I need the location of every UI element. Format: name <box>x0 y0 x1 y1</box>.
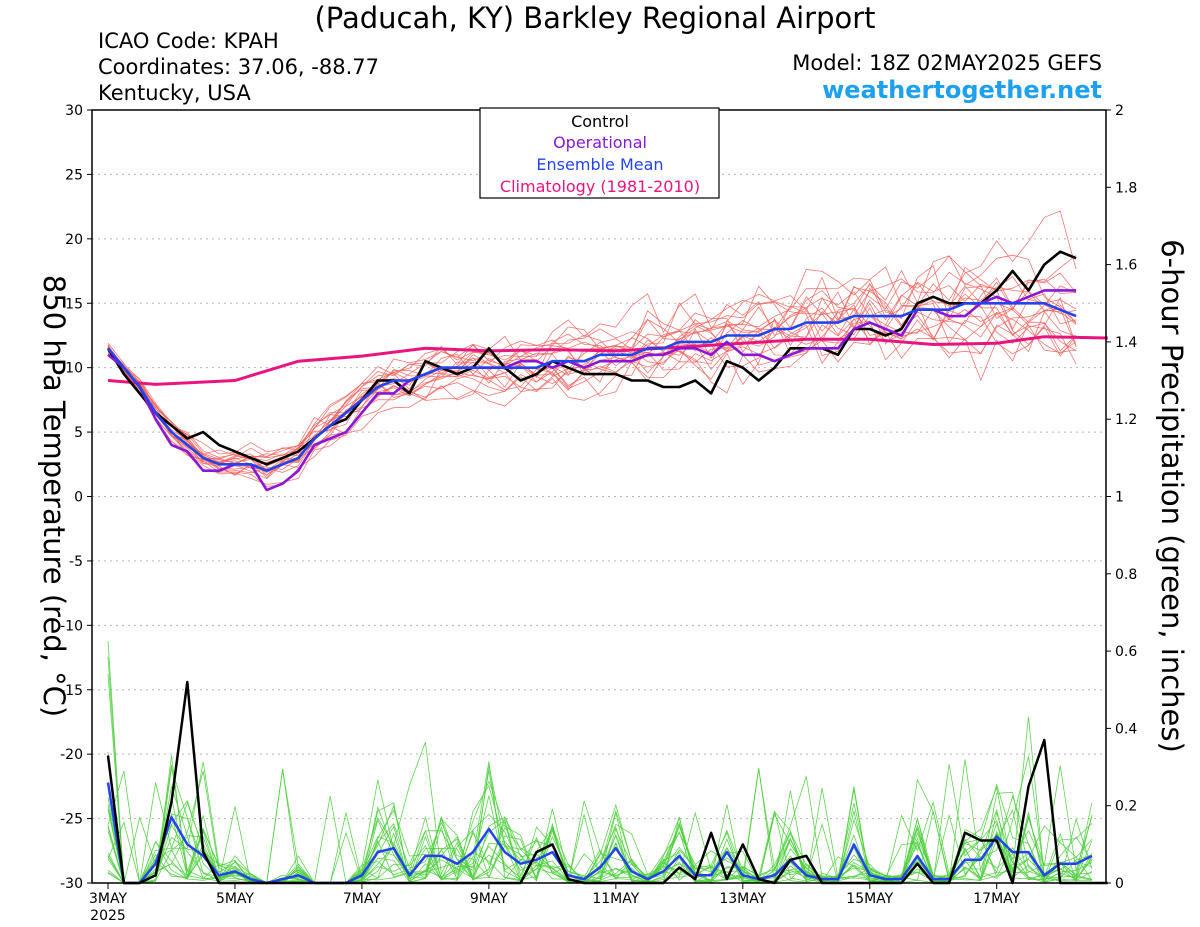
y2-tick-label: 1.6 <box>1115 258 1137 274</box>
x-tick-label: 15MAY <box>846 891 893 907</box>
y2-tick-label: 0.4 <box>1115 721 1137 737</box>
x-tick-label: 3MAY <box>89 891 127 907</box>
legend: Control Operational Ensemble Mean Climat… <box>479 107 720 199</box>
y2-tick-label: 0.6 <box>1115 644 1137 660</box>
y-tick-label: 0 <box>74 490 83 506</box>
legend-operational: Operational <box>553 133 647 152</box>
precip-member-line <box>107 790 1093 884</box>
icao-code: ICAO Code: KPAH <box>98 29 279 53</box>
y2-tick-label: 0.2 <box>1115 799 1137 815</box>
y-tick-label: 10 <box>65 361 83 377</box>
precip-member-line <box>107 756 1093 884</box>
y-tick-label: -30 <box>60 876 83 892</box>
legend-control: Control <box>571 112 629 131</box>
x-tick-label: 7MAY <box>343 891 381 907</box>
temp-member-line <box>107 299 1077 479</box>
climatology-line <box>107 335 1108 386</box>
operational-temp-line <box>107 289 1077 492</box>
y-tick-label: -15 <box>60 683 83 699</box>
y2-tick-label: 0.8 <box>1115 567 1137 583</box>
y2-tick-label: 1 <box>1115 490 1124 506</box>
y2-tick-label: 1.4 <box>1115 335 1137 351</box>
plot-frame <box>91 109 1107 884</box>
y-tick-label: -5 <box>69 554 83 570</box>
temp-member-line <box>107 265 1077 471</box>
y2-tick-label: 0 <box>1115 876 1124 892</box>
y-tick-label: 5 <box>74 425 83 441</box>
region-label: Kentucky, USA <box>98 81 251 105</box>
coordinates: Coordinates: 37.06, -88.77 <box>98 55 379 79</box>
legend-box <box>479 107 720 199</box>
precip-member-line <box>107 761 1093 884</box>
website-link[interactable]: weathertogether.net <box>822 76 1102 104</box>
precip-member-line <box>107 761 1093 884</box>
x-tick-label: 11MAY <box>592 891 639 907</box>
y-tick-label: -10 <box>60 618 83 634</box>
temp-member-line <box>107 291 1077 465</box>
y-tick-label: 30 <box>65 103 83 119</box>
precip-member-line <box>107 755 1093 884</box>
y2-tick-label: 1.2 <box>1115 412 1137 428</box>
model-run: Model: 18Z 02MAY2025 GEFS <box>792 51 1102 75</box>
mean-precip-line <box>106 782 1093 885</box>
temp-member-line <box>107 287 1077 455</box>
legend-mean: Ensemble Mean <box>536 155 663 174</box>
x-tick-label: 5MAY <box>216 891 254 907</box>
mean-temp-line <box>106 302 1077 472</box>
y2-tick-label: 1.8 <box>1115 180 1137 196</box>
y-tick-label: 25 <box>65 167 83 183</box>
gridlines <box>92 173 1106 820</box>
temp-member-line <box>107 254 1077 476</box>
axes: 302520151050-5-10-15-20-25-3021.81.61.41… <box>60 103 1137 924</box>
temp-member-line <box>107 286 1077 462</box>
x-tick-label: 13MAY <box>719 891 766 907</box>
y2-axis-label: 6-hour Precipitation (green, inches) <box>1155 239 1189 753</box>
precip-member-line <box>107 752 1092 885</box>
legend-climatology: Climatology (1981-2010) <box>500 177 700 196</box>
precip-member-line <box>107 656 1093 884</box>
y-tick-label: -20 <box>60 747 83 763</box>
x-tick-label: 17MAY <box>973 891 1020 907</box>
precip-ensemble-members <box>107 641 1093 885</box>
x-tick-label: 9MAY <box>470 891 508 907</box>
y2-tick-label: 2 <box>1115 103 1124 119</box>
y-tick-label: 15 <box>65 296 83 312</box>
chart-title: (Paducah, KY) Barkley Regional Airport <box>314 1 876 35</box>
precip-member-line <box>107 641 1093 884</box>
y-tick-label: 20 <box>65 232 83 248</box>
x-year-label: 2025 <box>90 908 126 924</box>
y-axis-label: 850 hPa Temperature (red, °C) <box>37 275 71 717</box>
control-temp-line <box>106 250 1077 466</box>
temp-ensemble-members <box>107 210 1077 487</box>
y-tick-label: -25 <box>60 812 83 828</box>
